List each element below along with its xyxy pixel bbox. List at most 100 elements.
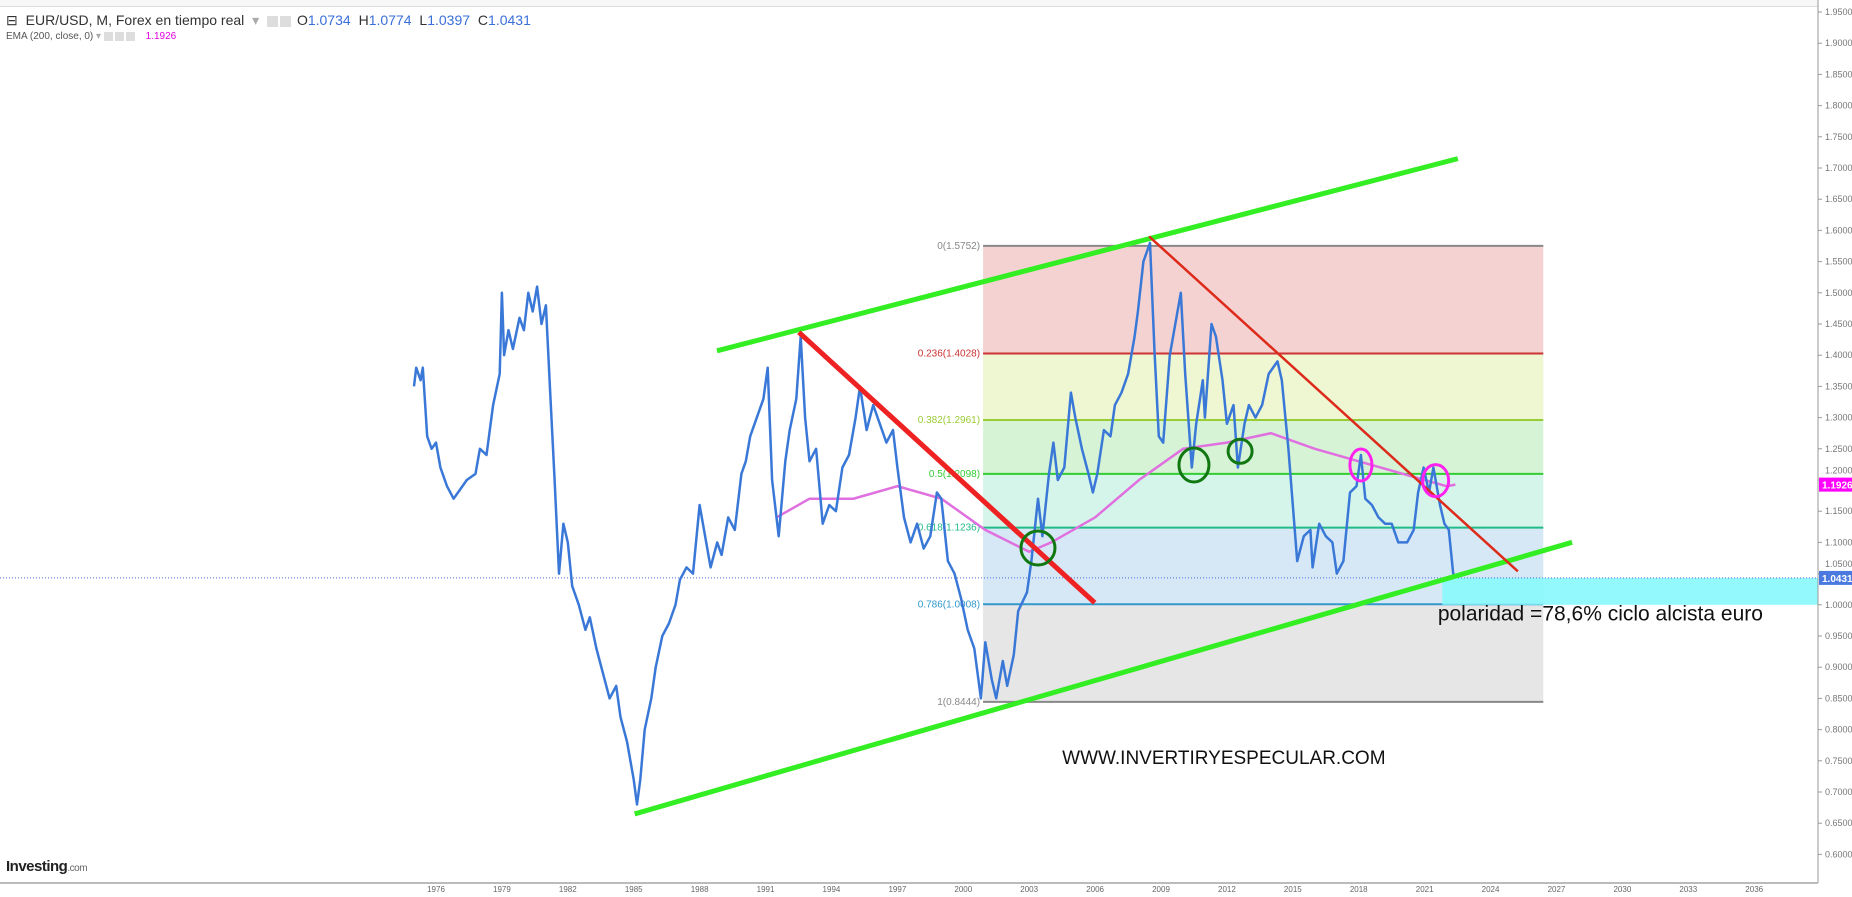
x-tick-label: 2006 <box>1086 885 1104 894</box>
y-tick-label: 0.9500 <box>1825 631 1852 641</box>
gear-icon[interactable] <box>280 15 292 27</box>
close-icon[interactable] <box>125 31 135 41</box>
annotation-text: polaridad =78,6% ciclo alcista euro <box>1438 602 1763 625</box>
fib-level-label: 1(0.8444) <box>937 697 980 708</box>
symbol-title[interactable]: EUR/USD, M, Forex en tiempo real <box>25 12 245 28</box>
investing-logo: Investing.com <box>6 858 88 875</box>
y-tick-label: 1.3500 <box>1825 381 1852 391</box>
y-tick-label: 1.4500 <box>1825 319 1852 329</box>
open-label: O <box>296 12 308 28</box>
magenta-circle-marker <box>1421 463 1451 499</box>
low-value: 1.0397 <box>427 12 471 28</box>
y-tick-label: 1.7000 <box>1825 163 1852 173</box>
last-price-label-bg <box>1819 570 1852 585</box>
x-tick-label: 2033 <box>1679 885 1697 894</box>
chevron-down-icon[interactable]: ▾ <box>96 31 102 42</box>
y-tick-label: 1.2500 <box>1825 444 1852 454</box>
price-axis-background <box>1818 0 1852 897</box>
x-tick-label: 1982 <box>559 885 577 894</box>
magenta-circle-marker <box>1348 447 1374 483</box>
ema-price-label: 1.1926 <box>1822 481 1852 492</box>
x-tick-label: 2018 <box>1350 885 1368 894</box>
open-value: 1.0734 <box>307 12 351 28</box>
y-tick-label: 0.9000 <box>1825 662 1852 672</box>
y-tick-label: 1.4000 <box>1825 350 1852 360</box>
high-label: H <box>358 12 369 28</box>
chart-legend-header: ⊟ EUR/USD, M, Forex en tiempo real ▾ O1.… <box>6 12 535 29</box>
fib-level-label: 0(1.5752) <box>937 241 980 252</box>
x-tick-label: 1997 <box>888 885 906 894</box>
x-tick-label: 2021 <box>1416 885 1434 894</box>
y-tick-label: 0.6000 <box>1825 849 1852 859</box>
low-label: L <box>419 12 428 28</box>
chevron-down-icon[interactable]: ▾ <box>252 12 260 28</box>
trendline-upper-channel <box>716 156 1459 354</box>
eye-icon[interactable] <box>267 15 279 27</box>
fib-zone <box>983 245 1544 354</box>
fib-zone <box>983 420 1544 474</box>
price-line <box>412 241 1457 806</box>
green-circle-marker <box>1177 446 1211 484</box>
green-circle-marker <box>1226 437 1254 465</box>
x-tick-label: 2015 <box>1284 885 1302 894</box>
indicator-name[interactable]: EMA (200, close, 0) <box>6 31 94 42</box>
x-tick-label: 1985 <box>625 885 643 894</box>
x-tick-label: 1976 <box>427 885 445 894</box>
ema-line <box>775 431 1456 554</box>
y-tick-label: 1.0000 <box>1825 600 1852 610</box>
y-tick-label: 1.8500 <box>1825 69 1852 79</box>
indicator-legend: EMA (200, close, 0) ▾ 1.1926 <box>6 31 176 42</box>
y-tick-label: 1.7500 <box>1825 132 1852 142</box>
top-toolbar-strip <box>0 0 1852 7</box>
x-tick-label: 2036 <box>1745 885 1763 894</box>
fib-zone <box>983 353 1544 421</box>
y-tick-label: 1.9500 <box>1825 7 1852 17</box>
y-tick-label: 0.6500 <box>1825 818 1852 828</box>
close-label: C <box>477 12 489 28</box>
y-tick-label: 1.0500 <box>1825 559 1852 569</box>
y-tick-label: 1.5000 <box>1825 288 1852 298</box>
y-tick-label: 1.2000 <box>1825 466 1852 476</box>
x-tick-label: 2003 <box>1020 885 1038 894</box>
x-tick-label: 1991 <box>757 885 775 894</box>
fib-level-label: 0.236(1.4028) <box>918 348 980 359</box>
trendline-downtrend-2008 <box>1148 235 1519 573</box>
x-tick-label: 2024 <box>1482 885 1500 894</box>
y-tick-label: 0.7500 <box>1825 756 1852 766</box>
fib-level-label: 0.786(1.0008) <box>918 599 980 610</box>
x-tick-label: 1979 <box>493 885 511 894</box>
y-tick-label: 1.3000 <box>1825 413 1852 423</box>
fib-level-label: 0.382(1.2961) <box>918 415 980 426</box>
x-tick-label: 1988 <box>691 885 709 894</box>
support-zone <box>1442 577 1818 605</box>
y-tick-label: 1.5500 <box>1825 257 1852 267</box>
y-tick-label: 0.8000 <box>1825 725 1852 735</box>
collapse-icon[interactable]: ⊟ <box>6 12 18 28</box>
trendline-lower-channel <box>633 539 1573 817</box>
x-tick-label: 2012 <box>1218 885 1236 894</box>
y-tick-label: 1.1000 <box>1825 537 1852 547</box>
y-tick-label: 0.7000 <box>1825 787 1852 797</box>
y-tick-label: 1.6500 <box>1825 194 1852 204</box>
watermark-text: WWW.INVERTIRYESPECULAR.COM <box>1062 748 1385 769</box>
x-tick-label: 2000 <box>954 885 972 894</box>
eye-icon[interactable] <box>103 31 113 41</box>
y-tick-label: 1.6000 <box>1825 225 1852 235</box>
y-tick-label: 1.8000 <box>1825 101 1852 111</box>
y-tick-label: 1.1500 <box>1825 506 1852 516</box>
x-tick-label: 2009 <box>1152 885 1170 894</box>
last-price-label: 1.0431 <box>1822 574 1852 585</box>
indicator-value: 1.1926 <box>145 31 177 42</box>
y-tick-label: 1.9000 <box>1825 38 1852 48</box>
fib-level-label: 0.618(1.1236) <box>918 523 980 534</box>
green-circle-marker <box>1019 529 1057 567</box>
trendline-downtrend-1992 <box>797 330 1097 605</box>
ema-price-label-bg <box>1819 477 1852 492</box>
gear-icon[interactable] <box>114 31 124 41</box>
close-value: 1.0431 <box>488 12 531 28</box>
x-tick-label: 2027 <box>1548 885 1566 894</box>
y-tick-label: 0.8500 <box>1825 693 1852 703</box>
x-tick-label: 1994 <box>823 885 841 894</box>
high-value: 1.0774 <box>368 12 412 28</box>
